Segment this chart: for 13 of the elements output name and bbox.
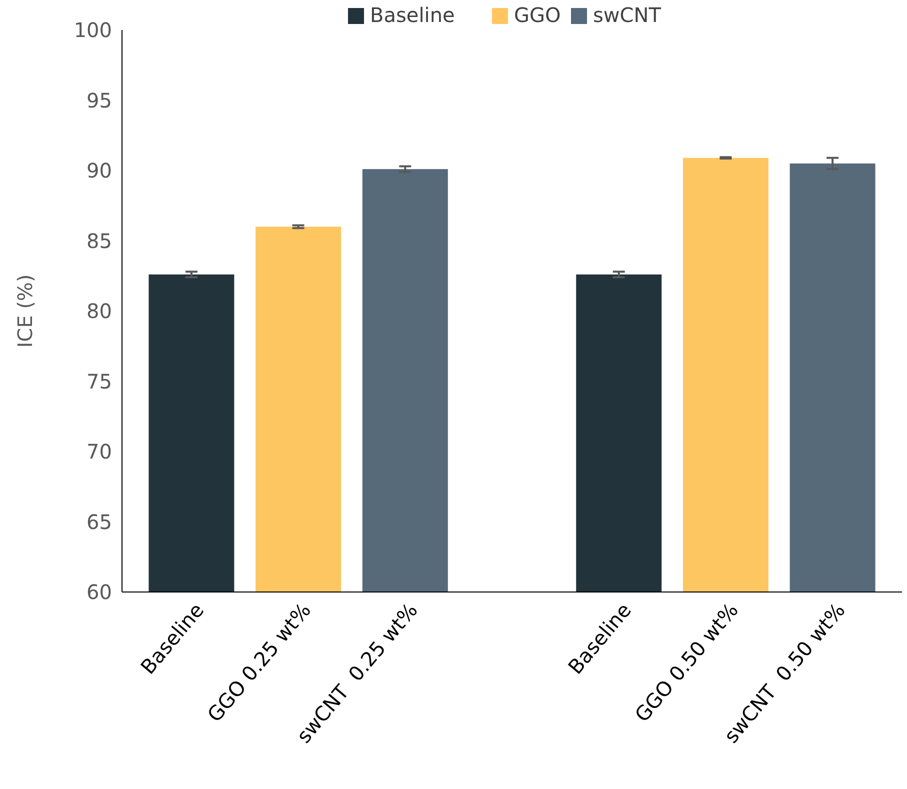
y-tick-label: 80 [86, 299, 112, 323]
y-axis-title: ICE (%) [13, 274, 37, 348]
y-tick-label: 100 [74, 18, 112, 42]
legend-label: Baseline [370, 3, 455, 27]
legend-label: swCNT [593, 3, 662, 27]
y-tick-label: 95 [86, 88, 112, 112]
y-tick-label: 60 [86, 580, 112, 604]
legend-label: GGO [514, 3, 561, 27]
y-tick-label: 90 [86, 158, 112, 182]
y-tick-label: 75 [86, 369, 112, 394]
y-tick-label: 70 [86, 440, 112, 464]
y-tick-label: 85 [86, 228, 112, 253]
y-tick-label: 65 [86, 510, 112, 534]
